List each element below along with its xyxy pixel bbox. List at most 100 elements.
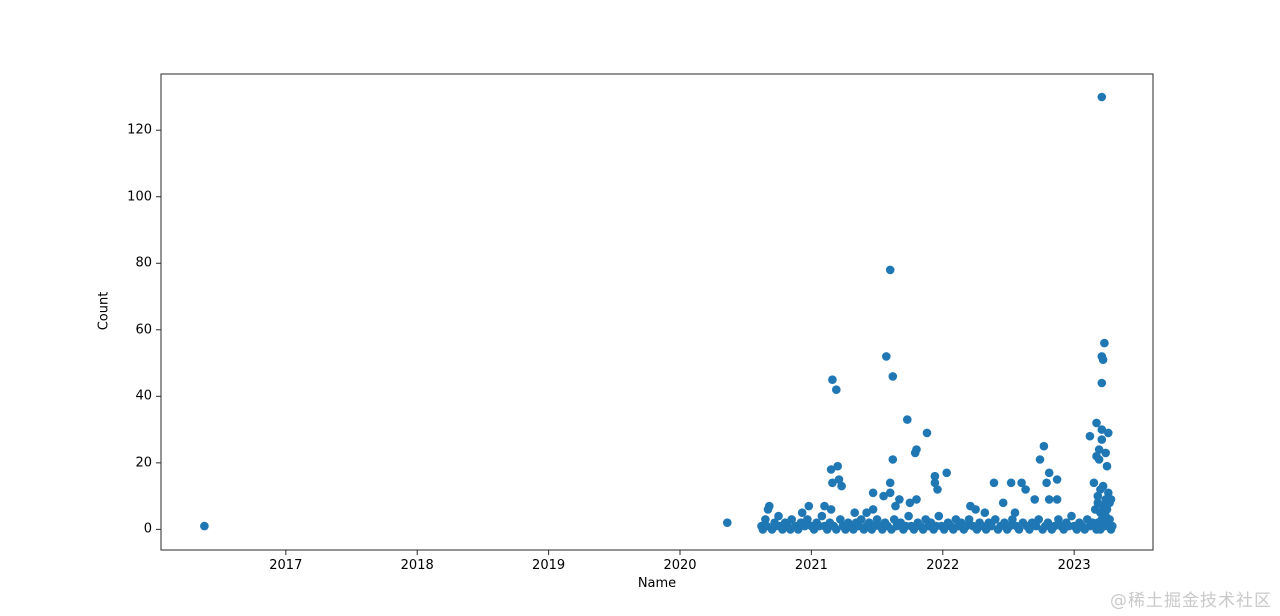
- data-point: [987, 521, 996, 531]
- data-point: [1101, 448, 1110, 458]
- y-tick-label: 0: [143, 521, 152, 537]
- data-point: [930, 471, 940, 481]
- data-point: [991, 515, 1000, 524]
- data-point: [1092, 418, 1101, 428]
- data-point: [761, 515, 770, 524]
- data-point: [826, 465, 836, 474]
- data-point: [828, 375, 837, 385]
- data-point: [912, 495, 921, 504]
- data-point: [793, 525, 803, 534]
- data-point: [1044, 468, 1054, 478]
- data-point: [836, 515, 845, 524]
- data-point: [837, 481, 846, 491]
- data-point: [885, 265, 895, 275]
- x-tick-label: 2017: [269, 558, 303, 573]
- data-point: [1097, 435, 1107, 444]
- data-point: [1010, 508, 1020, 517]
- data-point: [1102, 505, 1112, 514]
- data-point: [774, 511, 783, 521]
- data-point: [1044, 495, 1054, 504]
- data-point: [200, 521, 209, 531]
- data-point: [905, 498, 915, 508]
- data-point: [939, 525, 949, 534]
- data-point: [803, 515, 812, 524]
- data-point: [1039, 441, 1049, 451]
- data-point: [904, 511, 913, 521]
- data-point: [817, 511, 827, 521]
- data-point: [868, 488, 878, 498]
- data-point: [1097, 425, 1107, 434]
- data-point: [1104, 428, 1113, 438]
- data-point: [1104, 488, 1113, 498]
- data-point: [862, 508, 871, 517]
- y-tick-label: 60: [135, 322, 152, 338]
- data-point: [934, 511, 944, 521]
- data-point: [1021, 485, 1030, 494]
- axes-spines: [160, 73, 1154, 551]
- data-point: [1067, 511, 1076, 521]
- data-point: [804, 501, 814, 511]
- data-point: [1034, 515, 1043, 524]
- x-axis-label: Name: [637, 576, 677, 591]
- data-point: [1097, 92, 1107, 102]
- data-point: [1105, 498, 1114, 508]
- data-point: [942, 468, 951, 478]
- data-point: [828, 478, 837, 488]
- y-tick-label: 120: [127, 122, 152, 138]
- data-point: [1005, 521, 1015, 531]
- data-point: [822, 525, 832, 534]
- x-tick-label: 2019: [532, 558, 566, 573]
- data-point: [895, 495, 904, 504]
- data-point: [1096, 485, 1105, 494]
- data-point: [834, 475, 844, 484]
- data-point: [872, 515, 882, 524]
- data-point: [882, 352, 891, 361]
- data-point: [1025, 525, 1034, 534]
- data-point: [962, 521, 971, 531]
- y-axis-label: Count: [96, 291, 112, 331]
- data-point: [1014, 525, 1024, 534]
- data-point: [922, 428, 932, 438]
- x-tick-label: 2018: [400, 558, 434, 573]
- data-point: [1085, 431, 1095, 441]
- data-point: [885, 488, 895, 498]
- x-tick-label: 2020: [663, 558, 697, 573]
- data-point: [1098, 355, 1108, 365]
- data-point: [868, 505, 878, 514]
- data-point: [797, 508, 807, 517]
- data-point: [763, 505, 773, 514]
- data-point: [879, 491, 888, 501]
- data-point: [800, 521, 810, 531]
- data-point: [1097, 378, 1107, 388]
- data-point: [1052, 475, 1062, 484]
- data-point: [832, 525, 841, 534]
- x-tick-label: 2022: [926, 558, 960, 573]
- data-point: [1054, 515, 1063, 524]
- data-point: [1094, 455, 1104, 464]
- data-point: [832, 385, 841, 395]
- data-point: [888, 372, 898, 381]
- data-point: [787, 515, 796, 524]
- data-point: [723, 518, 732, 527]
- y-tick-label: 100: [127, 189, 152, 205]
- data-point: [1094, 445, 1104, 454]
- data-point: [885, 478, 895, 488]
- data-point: [1030, 495, 1039, 504]
- data-point: [1043, 518, 1053, 527]
- data-point: [964, 515, 974, 524]
- data-point: [1050, 521, 1059, 531]
- data-point: [1102, 461, 1112, 471]
- x-tick-label: 2023: [1057, 558, 1091, 573]
- data-point: [1017, 478, 1026, 488]
- data-point: [1093, 491, 1103, 501]
- data-point: [933, 485, 942, 494]
- data-point: [989, 478, 999, 488]
- data-point: [820, 501, 829, 511]
- data-point: [1108, 521, 1117, 531]
- data-point: [1089, 478, 1099, 488]
- watermark: @稀土掘金技术社区: [1110, 591, 1272, 611]
- data-point: [1008, 515, 1017, 524]
- y-tick-label: 80: [135, 255, 152, 271]
- data-point: [1042, 478, 1051, 488]
